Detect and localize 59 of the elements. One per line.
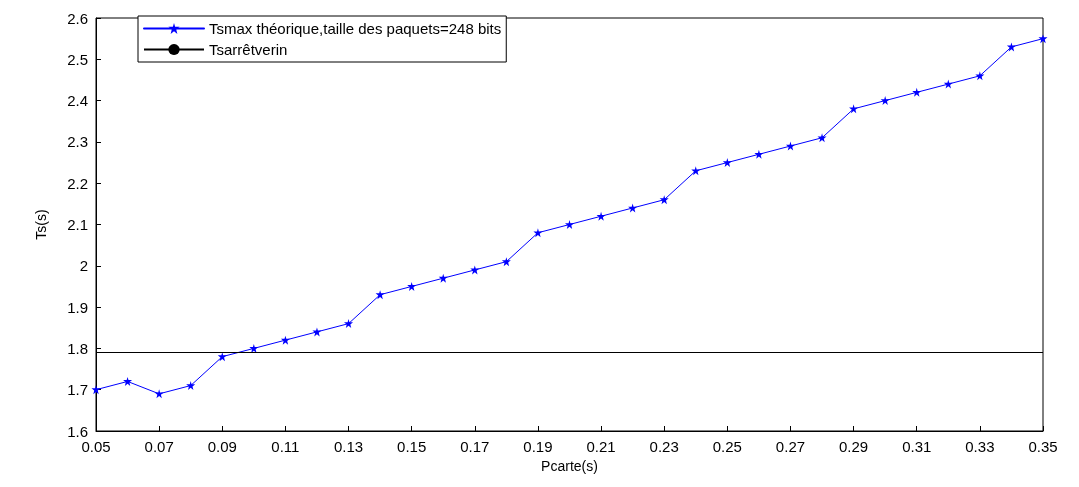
x-tick-label: 0.15 <box>397 438 427 455</box>
point <box>722 158 732 168</box>
y-tick-label: 2 <box>79 257 88 275</box>
y-tick-label: 2.6 <box>67 9 88 27</box>
point <box>565 220 574 229</box>
point <box>912 87 922 97</box>
y-axis-title: Ts(s) <box>33 209 49 240</box>
y-tick-label: 1.8 <box>67 339 88 357</box>
point <box>375 290 385 300</box>
point <box>1006 42 1016 52</box>
point <box>659 195 669 205</box>
x-tick-label: 0.31 <box>902 438 932 455</box>
x-tick-label: 0.23 <box>649 438 679 455</box>
point <box>407 281 417 291</box>
point <box>533 228 543 238</box>
y-tick-label: 1.6 <box>67 422 88 440</box>
x-tick-label: 0.11 <box>271 438 300 455</box>
point <box>1038 34 1048 44</box>
x-tick-label: 0.35 <box>1028 438 1058 455</box>
point <box>691 166 701 176</box>
x-tick-label: 0.19 <box>523 438 553 455</box>
y-tick-label: 2.4 <box>67 92 88 110</box>
y-tick-label: 2.5 <box>67 50 88 68</box>
point <box>154 389 164 399</box>
point <box>501 257 511 267</box>
point <box>249 343 259 353</box>
point <box>975 71 985 81</box>
x-tick-label: 0.13 <box>333 438 364 455</box>
x-axis-title: Pcarte(s) <box>541 457 598 474</box>
y-tick-label: 2.3 <box>67 133 88 151</box>
point <box>186 381 196 391</box>
point <box>943 79 953 89</box>
x-tick-label: 0.29 <box>839 438 869 455</box>
x-tick-label: 0.09 <box>207 438 237 455</box>
point <box>123 376 133 386</box>
x-tick-label: 0.27 <box>775 438 806 455</box>
point <box>217 352 227 362</box>
legend-label: Tsmax théorique,taille des paquets=248 bits <box>209 20 502 37</box>
y-tick-label: 1.7 <box>67 381 88 399</box>
x-tick-label: 0.21 <box>586 438 616 455</box>
x-tick-label: 0.25 <box>712 438 742 455</box>
y-tick-label: 1.9 <box>67 298 88 316</box>
y-tick-label: 2.1 <box>67 216 88 233</box>
x-tick-label: 0.05 <box>81 438 111 455</box>
x-tick-label: 0.07 <box>144 438 174 455</box>
x-tick-label: 0.33 <box>965 438 995 455</box>
point <box>344 319 354 329</box>
point <box>91 385 101 395</box>
point <box>880 96 890 106</box>
legend-label: Tsarrêtverin <box>209 41 288 58</box>
point <box>817 133 827 143</box>
point <box>280 335 290 345</box>
point <box>438 273 448 283</box>
point <box>754 149 764 159</box>
point <box>628 203 638 213</box>
y-tick-label: 2.2 <box>67 174 88 192</box>
point <box>849 104 859 114</box>
point <box>596 211 606 221</box>
x-tick-label: 0.17 <box>460 438 490 455</box>
